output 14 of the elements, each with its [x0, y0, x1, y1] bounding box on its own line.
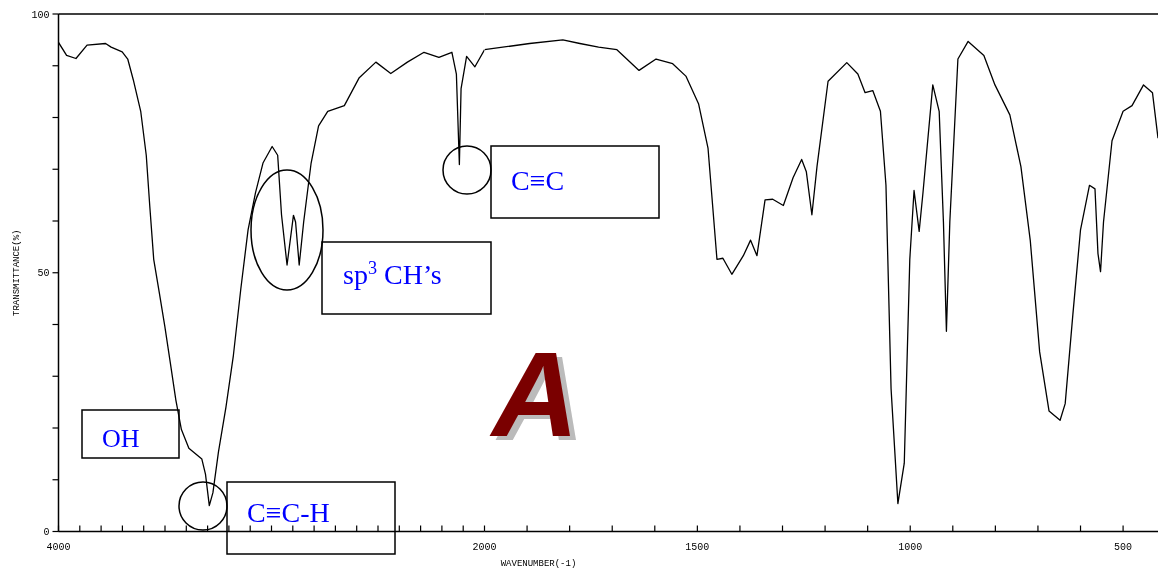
- y-axis-title: TRANSMITTANCE(%): [12, 229, 22, 316]
- y-tick-label: 100: [31, 9, 50, 21]
- x-tick-label: 500: [1114, 541, 1133, 553]
- x-tick-label: 2000: [472, 541, 497, 553]
- annotation: C≡C-H: [247, 497, 330, 528]
- x-tick-label: 1500: [685, 541, 710, 553]
- y-tick-label: 0: [43, 527, 50, 538]
- x-tick-label: 4000: [46, 541, 71, 553]
- x-tick-label: 1000: [898, 541, 923, 553]
- annotation: OH: [102, 424, 140, 453]
- y-tick-label: 50: [37, 268, 50, 280]
- annotation: sp$^{3}$ CH’s: [343, 258, 442, 290]
- x-axis-title: WAVENUMBER(-1): [500, 558, 577, 569]
- annotation: C≡C: [511, 165, 565, 196]
